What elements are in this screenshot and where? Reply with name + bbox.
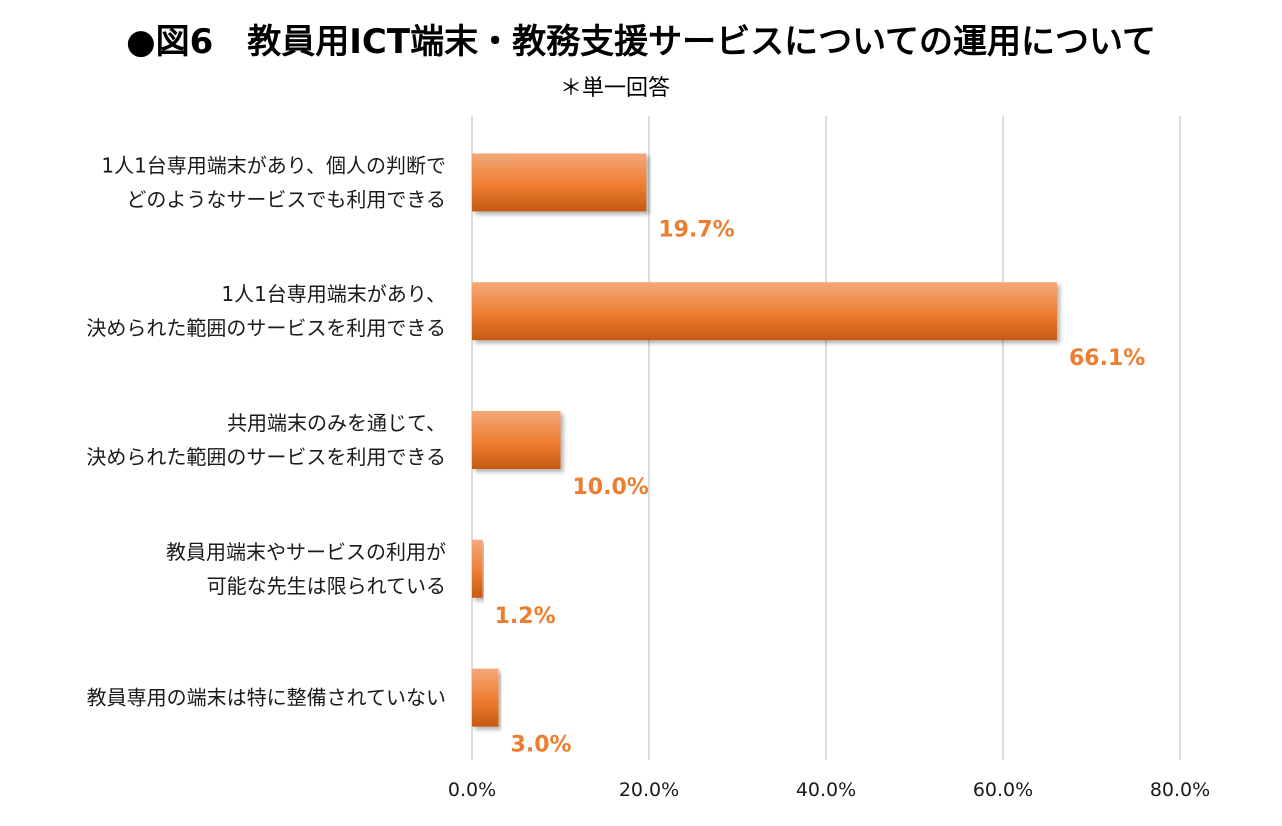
category-label: どのようなサービスでも利用できる xyxy=(126,187,446,211)
x-tick-label: 0.0% xyxy=(448,779,496,801)
x-tick-label: 40.0% xyxy=(796,779,856,801)
category-label: 1人1台専用端末があり、個人の判断で xyxy=(101,153,446,177)
data-label: 1.2% xyxy=(495,604,556,629)
bars xyxy=(472,153,1057,727)
category-label: 決められた範囲のサービスを利用できる xyxy=(86,316,446,340)
gridlines xyxy=(471,116,1181,760)
chart-title: ●図6 教員用ICT端末・教務支援サービスについての運用について xyxy=(125,22,1157,62)
x-tick-label: 60.0% xyxy=(973,779,1033,801)
chart-subtitle: ＊単一回答 xyxy=(560,76,671,101)
bar xyxy=(472,153,647,212)
x-tick-label: 80.0% xyxy=(1150,779,1210,801)
category-label: 共用端末のみを通じて、 xyxy=(227,411,446,435)
data-label: 66.1% xyxy=(1069,346,1145,371)
data-label: 3.0% xyxy=(511,733,572,758)
bar xyxy=(472,668,499,727)
category-label: 教員専用の端末は特に整備されていない xyxy=(87,686,446,710)
bar xyxy=(472,539,483,598)
data-label: 10.0% xyxy=(573,475,649,500)
bar xyxy=(472,411,561,469)
category-label: 可能な先生は限られている xyxy=(207,574,446,598)
labels: 0.0% 20.0% 40.0% 60.0% 80.0% 19.7% 1人1台専用端末があり… xyxy=(86,153,1210,801)
data-label: 19.7% xyxy=(658,217,734,242)
category-label: 1人1台専用端末があり、 xyxy=(221,282,446,306)
category-label: 教員用端末やサービスの利用が xyxy=(166,540,446,564)
category-label: 決められた範囲のサービスを利用できる xyxy=(86,445,446,469)
x-tick-label: 20.0% xyxy=(619,779,679,801)
bar xyxy=(472,282,1057,341)
